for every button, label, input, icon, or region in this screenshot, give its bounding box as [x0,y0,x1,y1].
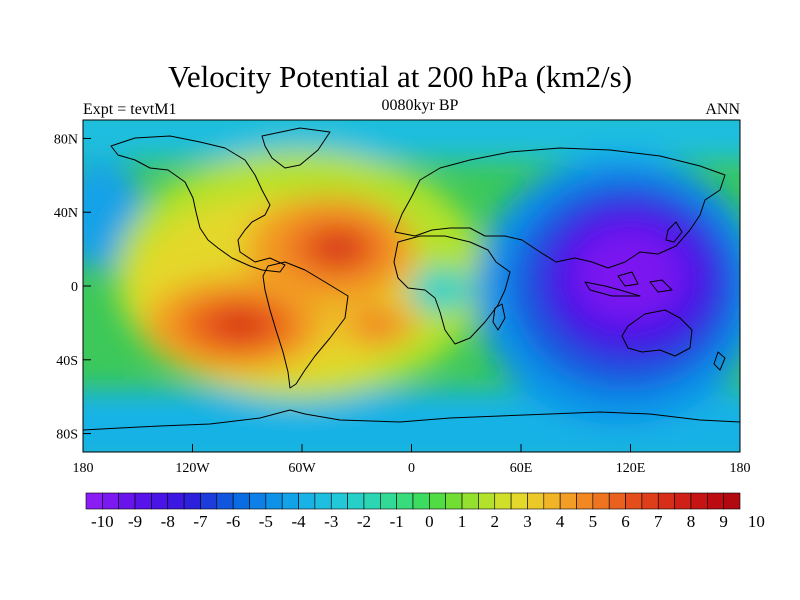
colorbar-label: 9 [719,512,728,531]
coastline-new-zealand [713,351,726,371]
colorbar-label: -3 [324,512,338,531]
colorbar-swatch [216,492,234,510]
colorbar-swatch [183,492,201,510]
colorbar-swatch [151,492,169,510]
colorbar-label: -10 [91,512,114,531]
experiment-label: Expt = tevtM1 [83,101,177,118]
colorbar-swatch [674,492,692,510]
lon-tick-label: 120E [616,461,646,476]
colorbar-swatch [102,492,119,510]
coastline-africa [393,235,511,345]
colorbar-label: -9 [128,512,142,531]
colorbar-label: -5 [259,512,273,531]
lat-tick-label: 40N [54,206,78,221]
colorbar-swatch [723,492,741,510]
contour-field [83,120,740,452]
colorbar-swatch [527,492,545,510]
colorbar-label: 4 [556,512,565,531]
colorbar-swatch [379,492,397,510]
lon-tick-label: 180 [73,461,94,476]
colorbar-swatch [281,492,299,510]
colorbar-swatch [510,492,528,510]
colorbar-label: -8 [161,512,175,531]
colorbar-swatch [200,492,218,510]
colorbar-label: -7 [193,512,208,531]
colorbar-swatch [429,492,447,510]
field-shading [83,120,740,452]
lon-tick-label: 60E [510,461,533,476]
colorbar-swatch [543,492,561,510]
map-axes: 180 120W 60W 0 60E 120E 180 80N 40N 0 40S 80S [54,132,751,476]
coastline-antarctica [83,409,740,431]
lat-tick-label: 0 [71,280,78,295]
colorbar-swatch [396,492,414,510]
colorbar-label: 7 [654,512,663,531]
colorbar-label: 3 [523,512,532,531]
coastline-eurasia [394,147,726,269]
coastline-japan [665,221,683,243]
map-title: Velocity Potential at 200 hPa (km2/s) [167,59,633,94]
colorbar-label: 1 [458,512,467,531]
colorbar-label: -4 [291,512,306,531]
colorbar-label: -6 [226,512,240,531]
lon-tick-label: 0 [408,461,415,476]
colorbar-swatch [249,492,267,510]
coastline-south-america [262,261,349,389]
lon-tick-label: 120W [175,461,210,476]
colorbar-swatch [85,492,103,510]
colorbar-label: 0 [425,512,434,531]
colorbar-label: 8 [687,512,696,531]
colorbar-label: 6 [621,512,630,531]
colorbar-label: -2 [357,512,371,531]
colorbar-label: 5 [589,512,598,531]
lat-tick-label: 40S [56,354,78,369]
colorbar-swatch [265,492,283,510]
colorbar-swatch [478,492,496,510]
colorbar-swatch [608,492,626,510]
colorbar-swatch [706,492,724,510]
colorbar-swatch [363,492,381,510]
coastline-madagascar [492,303,506,331]
colorbar-swatch [559,492,577,510]
colorbar-swatch [461,492,479,510]
lat-tick-label: 80S [56,428,78,443]
colorbar-swatch [494,492,512,510]
coastline-north-america [110,135,286,273]
colorbar-swatch [412,492,430,510]
colorbar-swatch [657,492,675,510]
colorbar-swatch [167,492,185,510]
colorbar-swatch [330,492,348,510]
colorbar-swatch [690,492,708,510]
colorbar-label: -1 [390,512,404,531]
coastline-indonesia [584,271,673,297]
colorbar-swatch [298,492,316,510]
colorbar-swatch [232,492,250,510]
coastline-australia [621,309,693,357]
colorbar-swatch [592,492,610,510]
colorbar-swatch [347,492,365,510]
colorbar-swatch [445,492,463,510]
colorbar-swatch [118,492,136,510]
lat-tick-label: 80N [54,132,78,147]
season-label: ANN [705,101,740,118]
colorbar-swatch [576,492,594,510]
colorbar-label: 10 [748,512,765,531]
colorbar-swatch [641,492,659,510]
colorbar: -10 -9 -8 -7 -6 -5 -4 -3 -2 -1 0 1 2 3 4 5 6 7 8 9 10 [85,492,765,531]
lon-tick-label: 180 [730,461,751,476]
coastline-greenland [261,127,331,169]
colorbar-swatch [625,492,643,510]
time-label: 0080kyr BP [381,97,459,114]
lon-tick-label: 60W [288,461,316,476]
colorbar-label: 2 [491,512,500,531]
colorbar-swatch [314,492,332,510]
coastlines [83,127,740,431]
colorbar-swatch [134,492,152,510]
